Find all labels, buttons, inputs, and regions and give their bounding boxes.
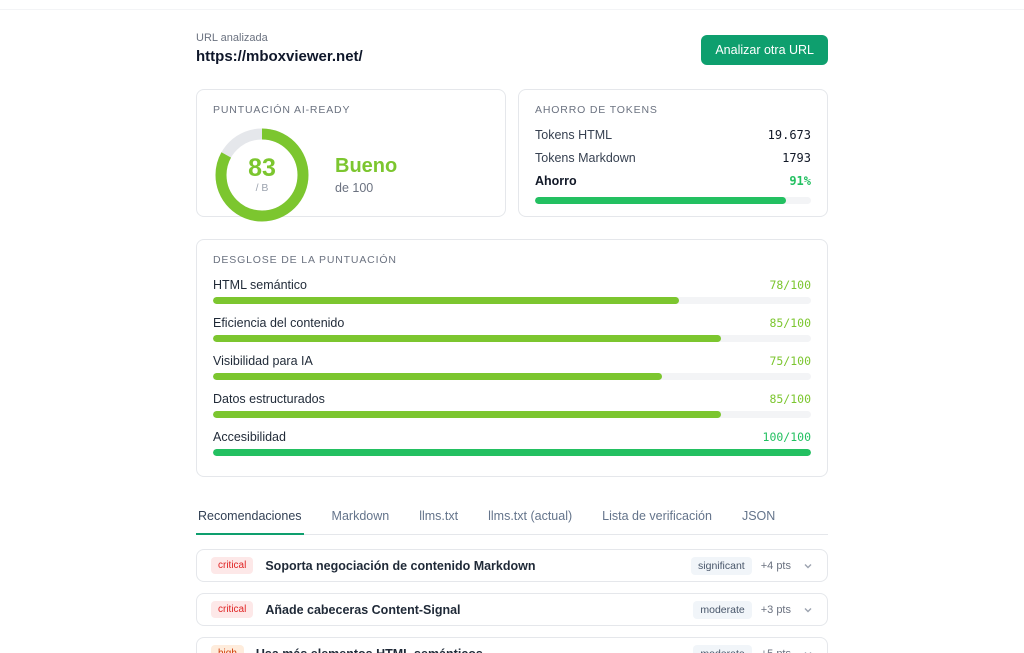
recommendation-row[interactable]: high Usa más elementos HTML semánticos m… [196,637,828,653]
metric-row: Datos estructurados 85/100 [213,392,811,418]
metric-bar-fill [213,297,680,304]
analyzed-url-block: URL analizada https://mboxviewer.net/ [196,32,363,65]
savings-progress-track [535,197,811,204]
score-card-title: PUNTUACIÓN AI-READY [213,104,351,116]
recommendations-list: critical Soporta negociación de contenid… [196,549,828,653]
savings-progress-fill [535,197,787,204]
metric-row: HTML semántico 78/100 [213,278,811,304]
metric-bar-fill [213,449,811,456]
recommendation-row[interactable]: critical Soporta negociación de contenid… [196,549,828,582]
metric-bar-track [213,411,811,418]
tokens-html-row: Tokens HTML 19.673 [535,128,811,142]
recommendation-title: Añade cabeceras Content-Signal [265,602,461,617]
tokens-markdown-label: Tokens Markdown [535,151,636,165]
results-tab-bar: Recomendaciones Markdown llms.txt llms.t… [196,501,828,535]
metric-value: 85/100 [769,392,811,406]
tab-markdown[interactable]: Markdown [331,509,390,523]
analyze-another-url-button[interactable]: Analizar otra URL [701,35,828,65]
metric-label: Accesibilidad [213,430,286,444]
metric-label: Visibilidad para IA [213,354,313,368]
tab-llms-txt[interactable]: llms.txt [419,509,459,523]
token-savings-card: AHORRO DE TOKENS Tokens HTML 19.673 Toke… [518,89,828,217]
score-number: 83 [248,153,276,182]
severity-badge: critical [211,557,254,574]
recommendation-title: Soporta negociación de contenido Markdow… [265,558,536,573]
result-header: URL analizada https://mboxviewer.net/ An… [196,32,828,65]
metric-value: 100/100 [762,430,811,444]
tokens-html-value: 19.673 [767,128,811,142]
tab-lista-verificacion[interactable]: Lista de verificación [602,509,712,523]
score-rating-block: Bueno de 100 [335,155,397,195]
metric-bar-track [213,297,811,304]
metric-label: HTML semántico [213,278,308,292]
main-content: URL analizada https://mboxviewer.net/ An… [196,10,828,653]
score-grade: / B [255,182,269,195]
score-of-total: de 100 [335,181,374,195]
metric-label: Eficiencia del contenido [213,316,345,330]
chevron-down-icon[interactable] [803,561,813,571]
tokens-markdown-row: Tokens Markdown 1793 [535,151,811,165]
ai-ready-score-card: PUNTUACIÓN AI-READY 83 / B Bueno de 100 [196,89,506,222]
score-breakdown-card: DESGLOSE DE LA PUNTUACIÓN HTML semántico… [196,239,828,477]
metric-bar-fill [213,335,722,342]
metric-value: 75/100 [769,354,811,368]
metric-label: Datos estructurados [213,392,325,406]
metric-bar-fill [213,411,722,418]
points-label: +3 pts [760,603,791,616]
tab-llms-txt-actual[interactable]: llms.txt (actual) [488,509,573,523]
savings-value: 91% [789,174,811,188]
metric-bar-track [213,373,811,380]
points-label: +4 pts [760,559,791,572]
severity-badge: high [211,645,244,653]
metric-row: Eficiencia del contenido 85/100 [213,316,811,342]
impact-badge: moderate [693,644,752,653]
recommendation-row[interactable]: critical Añade cabeceras Content-Signal … [196,593,828,626]
metric-bar-track [213,335,811,342]
recommendation-title: Usa más elementos HTML semánticos [256,647,693,653]
points-label: +5 pts [761,648,791,653]
metric-bar-track [213,449,811,456]
severity-badge: critical [211,601,254,618]
analyzed-url: https://mboxviewer.net/ [196,48,363,65]
tokens-markdown-value: 1793 [782,151,811,165]
savings-label: Ahorro [535,174,577,188]
summary-cards-row: PUNTUACIÓN AI-READY 83 / B Bueno de 100 [196,89,828,222]
score-ring-fill [215,128,309,222]
metric-value: 78/100 [769,278,811,292]
breakdown-card-title: DESGLOSE DE LA PUNTUACIÓN [213,254,397,266]
impact-badge: moderate [693,600,752,619]
impact-badge: significant [691,556,752,575]
metric-value: 85/100 [769,316,811,330]
score-donut-chart: 83 / B [215,128,309,222]
tab-recomendaciones[interactable]: Recomendaciones [196,501,304,535]
top-divider [0,0,1024,10]
url-label: URL analizada [196,32,268,44]
chevron-down-icon[interactable] [803,605,813,615]
metric-bar-fill [213,373,662,380]
metric-row: Visibilidad para IA 75/100 [213,354,811,380]
chevron-down-icon[interactable] [803,649,813,653]
savings-row: Ahorro 91% [535,174,811,188]
score-rating: Bueno [335,155,398,177]
metric-row: Accesibilidad 100/100 [213,430,811,456]
tab-json[interactable]: JSON [741,509,776,523]
tokens-card-title: AHORRO DE TOKENS [535,104,658,116]
tokens-html-label: Tokens HTML [535,128,613,142]
